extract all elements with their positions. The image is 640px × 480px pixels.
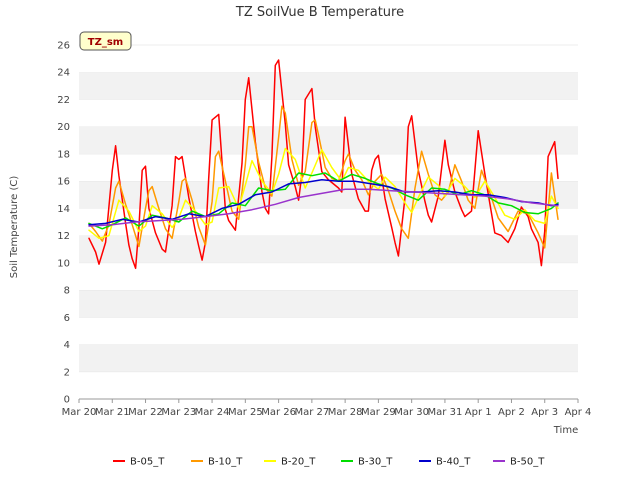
x-tick-label: Mar 23: [161, 407, 196, 418]
x-tick-label: Mar 21: [95, 407, 130, 418]
y-tick-label: 8: [64, 286, 70, 297]
y-tick-label: 16: [57, 177, 70, 188]
x-tick-label: Mar 24: [195, 407, 230, 418]
chart-title: TZ SoilVue B Temperature: [235, 5, 404, 20]
x-tick-label: Mar 29: [361, 407, 396, 418]
x-tick-label: Apr 1: [465, 407, 492, 418]
y-tick-label: 22: [57, 95, 70, 106]
grid-band: [79, 371, 578, 399]
series-line-b-05-t: [88, 59, 559, 270]
y-axis-title: Soil Temperature (C): [9, 176, 20, 279]
y-tick-label: 18: [57, 149, 70, 160]
x-tick-label: Apr 2: [498, 407, 525, 418]
grid-band: [79, 262, 578, 291]
y-tick-label: 12: [57, 231, 70, 242]
x-tick-label: Apr 3: [531, 407, 558, 418]
station-badge: TZ_sm: [79, 31, 132, 51]
y-tick-label: 26: [57, 41, 70, 52]
y-tick-label: 14: [57, 204, 70, 215]
series-line-b-50-t: [88, 188, 559, 227]
y-tick-label: 4: [64, 340, 70, 351]
grid-band: [79, 181, 578, 209]
y-tick-label: 10: [57, 258, 70, 269]
y-tick-label: 20: [57, 122, 70, 133]
grid-band: [79, 72, 578, 100]
x-tick-label: Mar 20: [62, 407, 97, 418]
legend: B-05_T B-10_T B-20_T B-30_T B-40_T B-50_T: [113, 457, 545, 468]
y-tick-label: 0: [64, 395, 70, 406]
grid-bands: [79, 44, 578, 399]
x-tick-label: Mar 26: [261, 407, 296, 418]
x-tick-label: Mar 30: [394, 407, 429, 418]
legend-label: B-40_T: [436, 457, 471, 468]
legend-label: B-20_T: [281, 457, 316, 468]
grid-band: [79, 45, 578, 73]
y-tick-label: 2: [64, 367, 70, 378]
grid-band: [79, 317, 578, 345]
x-tick-label: Mar 31: [428, 407, 463, 418]
grid-band: [79, 153, 578, 182]
grid-band: [79, 235, 578, 263]
x-tick-label: Mar 28: [328, 407, 363, 418]
legend-label: B-50_T: [510, 457, 545, 468]
grid-band: [79, 290, 578, 318]
x-tick-label: Mar 25: [228, 407, 263, 418]
grid-band: [79, 344, 578, 372]
legend-label: B-10_T: [208, 457, 243, 468]
legend-label: B-30_T: [358, 457, 393, 468]
grid-band: [79, 126, 578, 154]
y-tick-label: 6: [64, 313, 70, 324]
x-tick-label: Mar 22: [128, 407, 163, 418]
legend-label: B-05_T: [130, 457, 165, 468]
station-badge-label: TZ_sm: [88, 37, 123, 48]
x-tick-label: Apr 4: [565, 407, 592, 418]
series-line-b-40-t: [88, 179, 559, 226]
grid-band: [79, 99, 578, 127]
series-lines: [88, 59, 559, 270]
x-tick-label: Mar 27: [294, 407, 329, 418]
y-tick-label: 24: [57, 68, 70, 79]
x-axis-title: Time: [553, 425, 578, 436]
